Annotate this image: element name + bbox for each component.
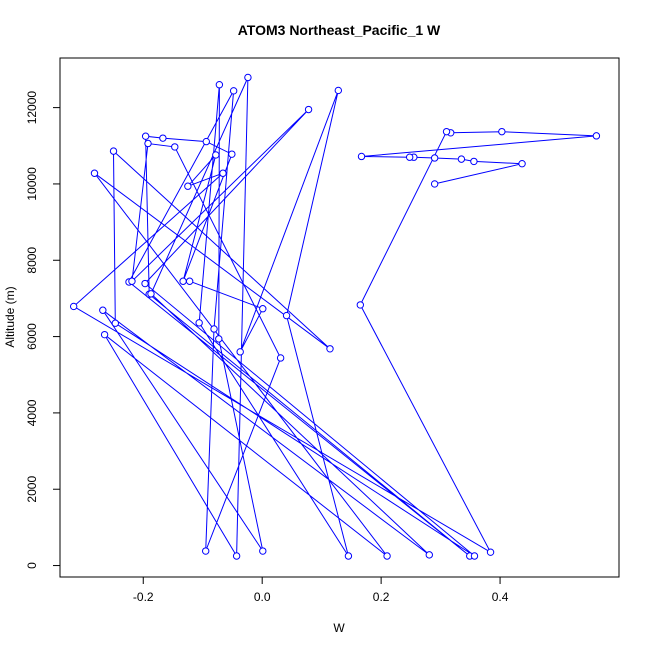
- x-tick-label: -0.2: [133, 590, 154, 604]
- data-point: [128, 277, 136, 285]
- data-point: [236, 348, 244, 356]
- data-point: [141, 279, 149, 288]
- data-point: [518, 160, 526, 168]
- data-point: [210, 325, 218, 333]
- data-point: [195, 319, 203, 327]
- data-point: [212, 151, 220, 159]
- data-point: [179, 277, 187, 285]
- data-point: [90, 169, 99, 177]
- chart-title: ATOM3 Northeast_Pacific_1 W: [238, 22, 441, 38]
- data-point: [344, 552, 353, 560]
- data-point: [498, 127, 506, 136]
- data-point: [470, 552, 479, 560]
- x-axis-title: W: [333, 621, 345, 635]
- data-point: [486, 548, 495, 556]
- data-point: [228, 150, 236, 158]
- data-point: [442, 127, 451, 136]
- data-point: [405, 153, 414, 161]
- data-point: [215, 81, 224, 89]
- data-point: [141, 132, 150, 140]
- y-axis-title: Altitude (m): [3, 286, 17, 347]
- data-point: [100, 330, 109, 339]
- y-tick-label: 12000: [25, 91, 39, 125]
- data-point: [470, 157, 478, 166]
- data-point: [171, 143, 179, 151]
- data-point: [109, 147, 118, 155]
- data-point: [430, 180, 439, 188]
- data-point: [202, 137, 210, 146]
- y-tick-label: 10000: [25, 167, 39, 201]
- data-point: [334, 86, 343, 95]
- data-point: [201, 547, 210, 555]
- data-point: [244, 73, 252, 82]
- data-point: [457, 155, 466, 163]
- data-point: [383, 552, 391, 560]
- x-axis: -0.2 0.0 0.2 0.4: [133, 576, 509, 604]
- y-tick-label: 0: [25, 562, 39, 569]
- data-point: [69, 302, 78, 311]
- x-tick-label: 0.4: [492, 590, 509, 604]
- data-point: [219, 169, 227, 177]
- x-tick-label: 0.0: [254, 590, 271, 604]
- y-tick-label: 2000: [25, 476, 39, 503]
- data-point: [326, 345, 334, 353]
- data-point: [276, 354, 285, 362]
- x-tick-label: 0.2: [373, 590, 390, 604]
- data-point: [215, 335, 223, 343]
- series-layer: [69, 73, 601, 560]
- data-point: [144, 139, 152, 148]
- data-point: [99, 306, 107, 314]
- data-point: [357, 152, 366, 161]
- data-point: [159, 134, 167, 142]
- y-tick-label: 8000: [25, 247, 39, 274]
- data-point: [232, 552, 241, 560]
- data-point: [259, 305, 267, 313]
- y-tick-label: 6000: [25, 323, 39, 350]
- data-point: [430, 154, 439, 162]
- data-point: [185, 277, 194, 285]
- data-point: [184, 182, 192, 190]
- series-line: [72, 77, 597, 558]
- data-point: [147, 290, 155, 298]
- data-point: [304, 105, 313, 114]
- y-tick-label: 4000: [25, 399, 39, 426]
- data-point: [356, 301, 365, 309]
- data-point: [592, 132, 601, 140]
- data-point: [111, 319, 120, 327]
- data-point: [259, 547, 267, 555]
- data-point: [282, 311, 291, 320]
- y-axis: 0 2000 4000 6000 8000 10000 12000: [25, 91, 61, 569]
- data-point: [425, 551, 433, 559]
- data-point: [229, 87, 238, 95]
